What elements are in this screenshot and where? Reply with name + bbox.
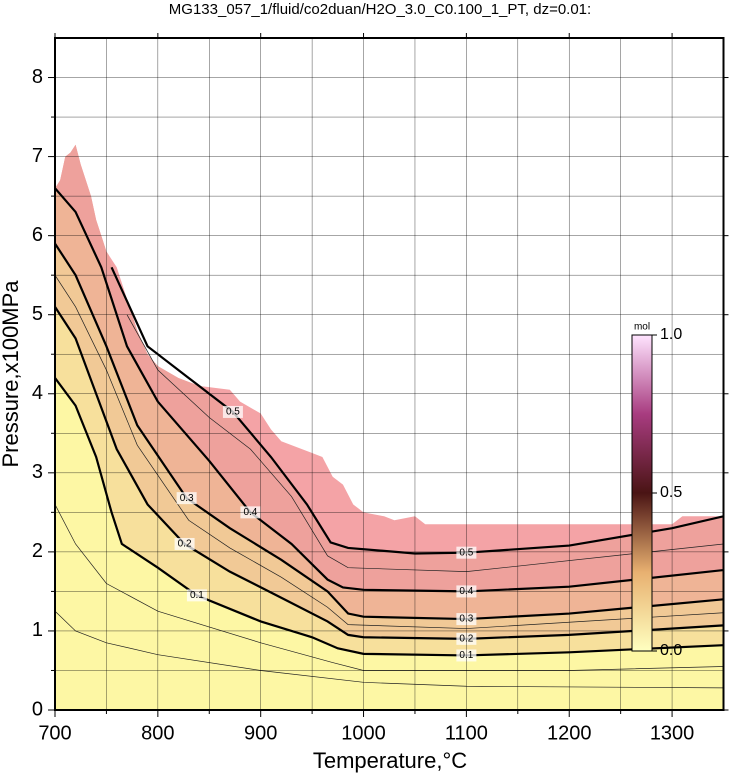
- x-tick-label: 900: [244, 722, 277, 744]
- y-tick-label: 7: [32, 145, 43, 167]
- colorbar-tick-label: 1.0: [660, 326, 682, 343]
- y-tick-label: 5: [32, 303, 43, 325]
- contour-line: [55, 187, 724, 593]
- contour-line: [55, 377, 724, 657]
- colorbar: [631, 334, 653, 652]
- colorbar-tick-label: 0.0: [660, 642, 682, 659]
- colorbar-title: mol: [634, 322, 650, 333]
- x-tick-label: 800: [141, 722, 174, 744]
- y-tick-label: 8: [32, 66, 43, 88]
- x-tick-label: 1200: [547, 722, 592, 744]
- contour-label-box: [176, 492, 197, 505]
- x-tick-label: 1000: [341, 722, 386, 744]
- chart-title: MG133_057_1/fluid/co2duan/H2O_3.0_C0.100…: [169, 1, 591, 18]
- minor-contour: [126, 314, 724, 572]
- axes: 700 800 900 1000 1100 1200 1300 0 1 2 3 4 5 6 7 8 mol 0.0…: [32, 33, 729, 744]
- y-axis-label: Pressure,x100MPa: [0, 280, 23, 468]
- y-tick-label: 1: [32, 619, 43, 641]
- contour-label-box: [174, 537, 195, 550]
- contour-label: 0.5: [226, 407, 240, 418]
- contour-label: 0.3: [180, 493, 194, 504]
- contour-label-box: [222, 405, 243, 418]
- y-tick-label: 6: [32, 224, 43, 246]
- contour-label: 0.2: [178, 539, 192, 550]
- fills: [55, 144, 724, 710]
- x-tick-label: 1100: [445, 722, 488, 744]
- bands: [55, 144, 724, 710]
- x-axis-label: Temperature,°C: [313, 748, 467, 773]
- minor-contour: [55, 274, 724, 629]
- contour-band: [55, 377, 724, 710]
- x-tick-label: 700: [38, 722, 71, 744]
- contour-label-box: [186, 589, 207, 602]
- y-tick-label: 3: [32, 461, 43, 483]
- y-tick-label: 0: [32, 698, 43, 720]
- x-tick-label: 1300: [650, 722, 695, 744]
- contour-line: [55, 306, 724, 640]
- y-tick-label: 4: [32, 382, 43, 404]
- plot-frame: [54, 37, 725, 711]
- colorbar-tick-label: 0.5: [660, 484, 682, 501]
- contour-label: 0.1: [190, 590, 204, 601]
- y-tick-label: 2: [32, 540, 43, 562]
